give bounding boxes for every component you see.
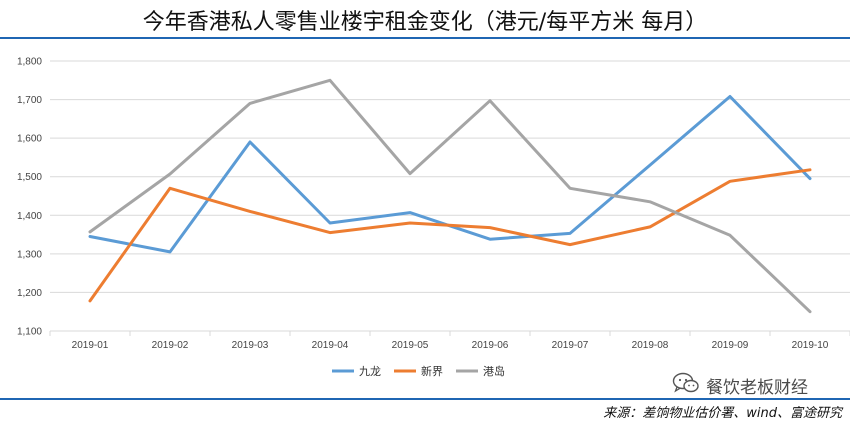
x-tick-label: 2019-01: [72, 340, 109, 351]
legend-label: 九龙: [359, 365, 381, 378]
x-axis: 2019-01 2019-02 2019-03 2019-04 2019-05 2019-…: [49, 331, 850, 351]
source-divider: [0, 398, 850, 400]
y-tick-label: 1,700: [17, 95, 42, 106]
x-tick-label: 2019-04: [312, 340, 349, 351]
watermark-text: 餐饮老板财经: [706, 377, 808, 398]
legend: 九龙 新界 港岛: [332, 364, 505, 378]
series-line-3: [88, 78, 812, 314]
wechat-icon: [672, 371, 700, 399]
x-tick-label: 2019-05: [392, 340, 429, 351]
watermark: 餐饮老板财经: [672, 371, 808, 399]
series-lines: [88, 78, 812, 314]
series-line-1: [88, 95, 812, 254]
y-tick-label: 1,500: [17, 172, 42, 183]
legend-label: 港岛: [483, 364, 505, 378]
x-tick-label: 2019-06: [472, 340, 509, 351]
y-tick-label: 1,600: [17, 134, 42, 145]
y-tick-label: 1,800: [17, 57, 42, 68]
y-tick-label: 1,400: [17, 211, 42, 222]
legend-label: 新界: [421, 364, 443, 378]
x-tick-label: 2019-03: [232, 340, 269, 351]
y-tick-label: 1,200: [17, 288, 42, 299]
y-tick-label: 1,100: [17, 327, 42, 338]
x-tick-label: 2019-10: [792, 340, 829, 351]
y-tick-label: 1,300: [17, 249, 42, 260]
source-note: 来源：差饷物业估价署、wind、富途研究: [603, 406, 842, 421]
line-chart: 1,100 1,200 1,300 1,400 1,500 1,600 1,700 1,800…: [17, 57, 850, 378]
x-tick-label: 2019-07: [552, 340, 589, 351]
x-tick-label: 2019-09: [712, 340, 749, 351]
x-tick-label: 2019-08: [632, 340, 669, 351]
chart-title: 今年香港私人零售业楼宇租金变化（港元/每平方米 每月）: [142, 10, 708, 35]
title-divider: [0, 37, 850, 39]
y-axis: 1,100 1,200 1,300 1,400 1,500 1,600 1,700 1,800: [17, 57, 42, 338]
series-line-2: [88, 168, 812, 303]
x-tick-label: 2019-02: [152, 340, 189, 351]
gridlines: [50, 60, 850, 332]
